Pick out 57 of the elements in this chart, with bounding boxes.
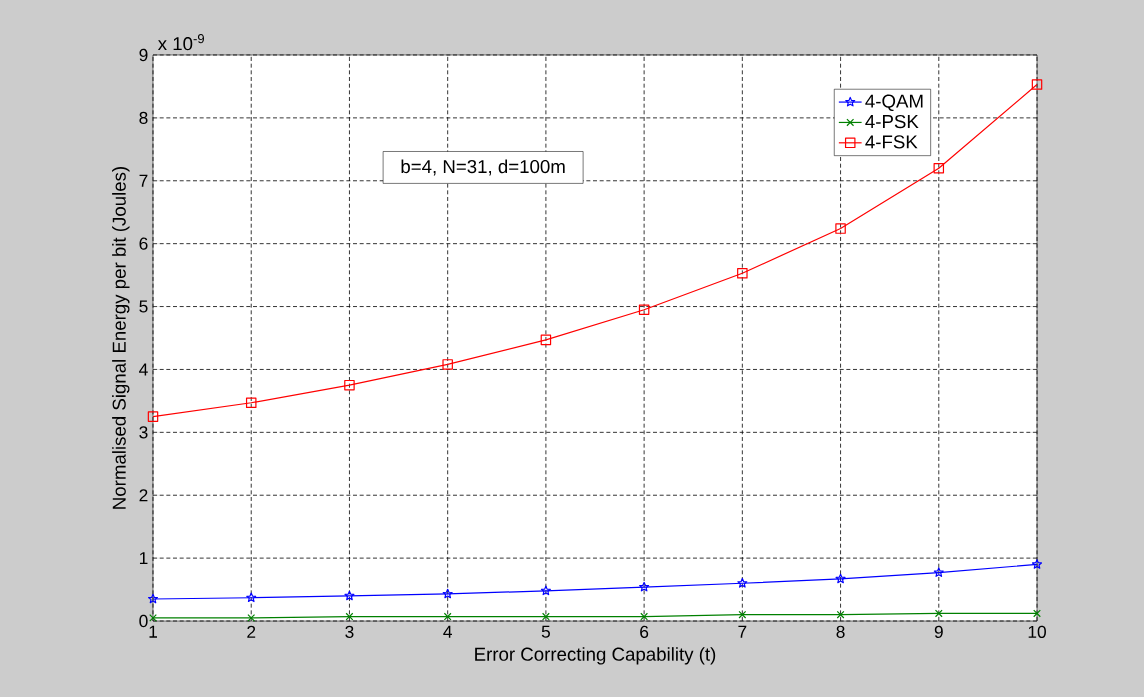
point: [147, 411, 159, 422]
point: [1031, 79, 1043, 90]
y-tick-label: 8: [139, 111, 148, 125]
y-tick-label: 3: [139, 426, 148, 439]
annotation: b=4, N=31, d=100m: [401, 159, 565, 176]
x-axis-title: Error Correcting Capability (t): [475, 647, 716, 665]
point: [835, 573, 846, 584]
x-tick-label: 10: [1028, 625, 1046, 638]
point: [1033, 609, 1041, 618]
x-tick-label: 7: [738, 625, 747, 638]
text: x 10$^{-9}$: [157, 34, 204, 51]
point: [639, 581, 650, 592]
x-tick-label: 9: [934, 625, 943, 638]
point: [247, 613, 256, 622]
point: [542, 612, 550, 621]
y-tick-label: 2: [139, 489, 148, 502]
point: [443, 612, 452, 621]
legend-label: 4-PSK: [865, 114, 919, 129]
point: [442, 359, 453, 370]
point: [345, 612, 354, 621]
point: [344, 379, 355, 391]
point: [246, 592, 257, 603]
x-tick-label: 4: [443, 625, 452, 638]
y-tick-label: 4: [139, 363, 148, 376]
point: [638, 304, 650, 315]
y-tick-label: 5: [139, 300, 148, 313]
point: [245, 397, 257, 409]
x-tick-label: 5: [541, 625, 550, 638]
point: [1031, 559, 1043, 569]
x-tick-label: 6: [640, 625, 649, 638]
y-axis-title: Normalised Signal Energy per bit (Joules): [112, 167, 130, 509]
x-tick-label: 8: [836, 625, 845, 638]
x-tick-label: 2: [247, 625, 256, 638]
y-tick-label: 9: [139, 48, 148, 62]
point: [344, 590, 355, 601]
point: [738, 610, 747, 619]
y-tick-label: 6: [139, 237, 148, 250]
point: [933, 162, 945, 174]
y-tick-label: 0: [139, 614, 148, 628]
point: [836, 610, 845, 619]
point: [149, 613, 157, 622]
legend-label: 4-FSK: [865, 135, 918, 149]
point: [933, 567, 944, 577]
point: [737, 267, 748, 279]
point: [835, 223, 846, 234]
x-tick-label: 3: [345, 625, 354, 638]
point: [540, 334, 552, 346]
x-tick-label: 1: [149, 625, 157, 638]
point: [737, 578, 748, 588]
point: [540, 585, 551, 596]
point: [640, 612, 649, 621]
y-tick-label: 7: [139, 174, 148, 187]
y-tick-label: 1: [139, 552, 148, 565]
legend-label: 4-QAM: [865, 94, 923, 112]
point: [934, 609, 943, 618]
point: [442, 588, 453, 599]
point: [147, 593, 159, 604]
